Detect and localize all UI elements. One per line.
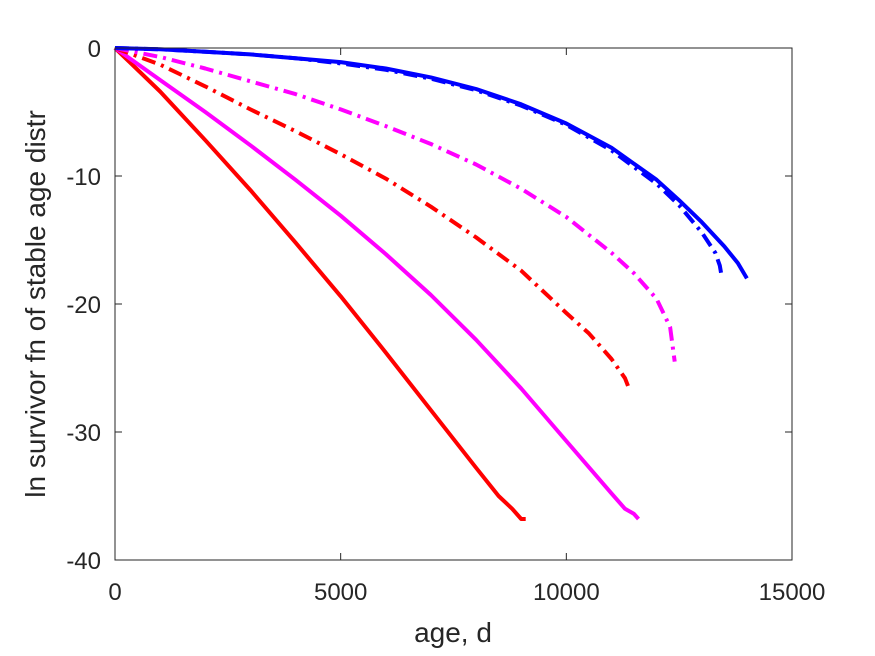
series-line-1 [113,46,526,521]
y-tick-label: -10 [66,164,101,191]
plot-area [115,48,792,560]
y-tick-label: -30 [66,420,101,447]
series-layer [113,46,749,521]
x-tick-label: 10000 [533,579,600,606]
y-tick-label: -40 [66,548,101,575]
y-tick-label: -20 [66,292,101,319]
series-line-3 [114,46,632,391]
axes-layer: 0 5000 10000 15000 0 -10 -20 -30 -40 [66,36,825,606]
series-line-6 [114,46,724,279]
series-line-4 [114,46,677,362]
x-tick-label: 5000 [314,579,367,606]
x-tick-label: 0 [108,579,121,606]
plot-background [115,48,792,560]
y-axis-label: ln survivor fn of stable age distr [20,110,51,498]
x-tick-label: 15000 [759,579,826,606]
series-line-2 [113,46,640,521]
x-axis-label: age, d [414,617,492,648]
y-tick-label: 0 [88,36,101,63]
